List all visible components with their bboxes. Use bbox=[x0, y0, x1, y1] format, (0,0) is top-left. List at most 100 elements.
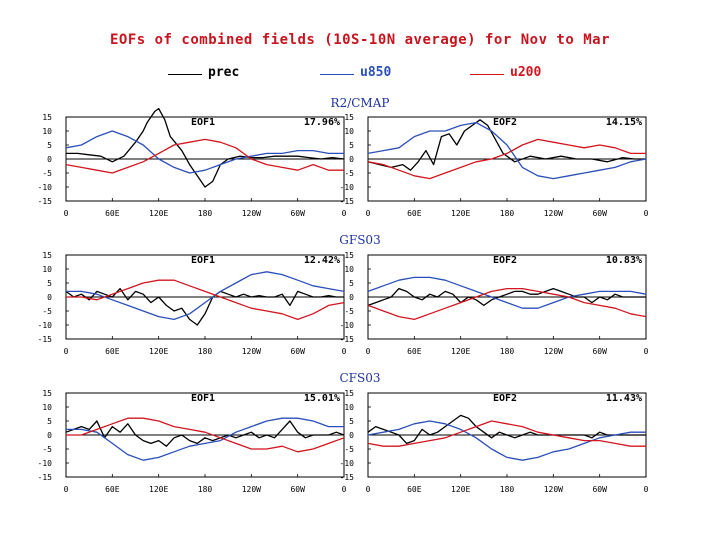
eof-label: EOF2 bbox=[493, 393, 517, 404]
x-tick-label: 60W bbox=[592, 485, 607, 494]
y-tick-label: 15 bbox=[344, 389, 354, 398]
series-line-u850 bbox=[65, 130, 344, 174]
x-tick-label: 0 bbox=[366, 347, 371, 356]
series-line-prec bbox=[367, 119, 646, 171]
variance-label: 14.15% bbox=[606, 117, 642, 128]
x-tick-label: 0 bbox=[644, 347, 649, 356]
row-title-1: GFS03 bbox=[339, 233, 380, 247]
y-tick-label: -5 bbox=[42, 445, 52, 454]
series-line-prec bbox=[367, 414, 646, 445]
x-tick-label: 60W bbox=[290, 209, 305, 218]
series-line-prec bbox=[66, 107, 345, 188]
x-tick-label: 180 bbox=[198, 347, 213, 356]
y-tick-label: -10 bbox=[38, 321, 53, 330]
x-tick-label: 60E bbox=[105, 347, 120, 356]
x-tick-label: 0 bbox=[342, 485, 347, 494]
legend-line-u850 bbox=[320, 74, 354, 75]
x-tick-label: 120W bbox=[242, 485, 261, 494]
series-line-u850 bbox=[367, 121, 647, 180]
series-line-prec bbox=[367, 287, 646, 307]
panel-r1-c0: 15 10 5 0 -5 -10 -15 0 60E 120E 180 120W 60W 0 EOF1 12.… bbox=[38, 251, 347, 356]
row-title-0: R2/CMAP bbox=[331, 96, 390, 110]
y-tick-label: 10 bbox=[344, 403, 354, 412]
y-tick-label: 0 bbox=[47, 431, 52, 440]
x-tick-label: 60W bbox=[592, 347, 607, 356]
y-tick-label: 5 bbox=[349, 417, 354, 426]
series-line-u850 bbox=[66, 417, 344, 461]
y-tick-label: 10 bbox=[42, 265, 52, 274]
x-tick-label: 120W bbox=[544, 209, 563, 218]
y-tick-label: 10 bbox=[344, 127, 354, 136]
y-tick-label: 5 bbox=[349, 279, 354, 288]
legend-label-prec: prec bbox=[208, 65, 240, 80]
x-tick-label: 0 bbox=[644, 485, 649, 494]
x-tick-label: 120E bbox=[149, 209, 168, 218]
y-tick-label: 0 bbox=[349, 431, 354, 440]
panel-r0-c1: 15 10 5 0 -5 -10 -15 0 60E 120E 180 120W 60W 0 EOF2 14.… bbox=[340, 113, 649, 218]
y-tick-label: 0 bbox=[47, 155, 52, 164]
x-tick-label: 120E bbox=[149, 347, 168, 356]
panel-r2-c0: 15 10 5 0 -5 -10 -15 0 60E 120E 180 120W 60W 0 EOF1 15.… bbox=[38, 389, 347, 494]
y-tick-label: 0 bbox=[47, 293, 52, 302]
x-tick-label: 180 bbox=[198, 209, 213, 218]
y-tick-label: -5 bbox=[344, 445, 354, 454]
legend-line-prec bbox=[168, 74, 202, 75]
x-tick-label: 60E bbox=[407, 209, 422, 218]
y-tick-label: -5 bbox=[42, 169, 52, 178]
legend-label-u200: u200 bbox=[510, 65, 542, 80]
series-line-u850 bbox=[66, 271, 345, 321]
x-tick-label: 180 bbox=[500, 485, 515, 494]
x-tick-label: 0 bbox=[64, 485, 69, 494]
x-tick-label: 0 bbox=[64, 209, 69, 218]
x-tick-label: 60E bbox=[407, 347, 422, 356]
series-line-prec bbox=[65, 287, 344, 326]
x-tick-label: 180 bbox=[500, 209, 515, 218]
variance-label: 12.42% bbox=[304, 255, 340, 266]
eof-label: EOF2 bbox=[493, 255, 517, 266]
x-tick-label: 120W bbox=[242, 209, 261, 218]
y-tick-label: -15 bbox=[38, 335, 53, 344]
x-tick-label: 120E bbox=[451, 209, 470, 218]
panel-r2-c1: 15 10 5 0 -5 -10 -15 0 60E 120E 180 120W 60W 0 EOF2 11.… bbox=[340, 389, 649, 494]
eof-label: EOF1 bbox=[191, 117, 215, 128]
y-tick-label: -10 bbox=[340, 459, 355, 468]
x-tick-label: 120W bbox=[544, 485, 563, 494]
y-tick-label: -15 bbox=[340, 473, 355, 482]
eof-label: EOF1 bbox=[191, 393, 215, 404]
y-tick-label: -15 bbox=[38, 473, 53, 482]
y-tick-label: 15 bbox=[42, 251, 52, 260]
x-tick-label: 0 bbox=[342, 347, 347, 356]
x-tick-label: 0 bbox=[366, 209, 371, 218]
y-tick-label: 0 bbox=[349, 155, 354, 164]
series-line-u850 bbox=[367, 276, 647, 309]
series-line-u200 bbox=[367, 287, 647, 321]
panel-r0-c0: 15 10 5 0 -5 -10 -15 0 60E 120E 180 120W 60W 0 EOF1 17.… bbox=[38, 107, 347, 218]
series-line-u200 bbox=[367, 420, 646, 447]
y-tick-label: -5 bbox=[344, 307, 354, 316]
y-tick-label: -5 bbox=[42, 307, 52, 316]
variance-label: 10.83% bbox=[606, 255, 642, 266]
y-tick-label: -15 bbox=[340, 197, 355, 206]
series-line-prec bbox=[65, 420, 345, 447]
x-tick-label: 120E bbox=[451, 485, 470, 494]
figure-title: EOFs of combined fields (10S-10N average… bbox=[109, 32, 610, 48]
x-tick-label: 0 bbox=[64, 347, 69, 356]
x-tick-label: 60W bbox=[290, 485, 305, 494]
y-tick-label: 10 bbox=[42, 127, 52, 136]
y-tick-label: -10 bbox=[340, 321, 355, 330]
y-tick-label: 5 bbox=[47, 417, 52, 426]
legend-label-u850: u850 bbox=[360, 65, 392, 80]
x-tick-label: 60W bbox=[290, 347, 305, 356]
eof-label: EOF2 bbox=[493, 117, 517, 128]
x-tick-label: 60W bbox=[592, 209, 607, 218]
y-tick-label: -15 bbox=[38, 197, 53, 206]
series-line-u850 bbox=[367, 420, 646, 461]
row-title-2: CFS03 bbox=[340, 371, 381, 385]
x-tick-label: 120W bbox=[544, 347, 563, 356]
x-tick-label: 120E bbox=[149, 485, 168, 494]
y-tick-label: 15 bbox=[42, 113, 52, 122]
x-tick-label: 120E bbox=[451, 347, 470, 356]
y-tick-label: -15 bbox=[340, 335, 355, 344]
legend-line-u200 bbox=[470, 74, 504, 75]
y-tick-label: -10 bbox=[340, 183, 355, 192]
